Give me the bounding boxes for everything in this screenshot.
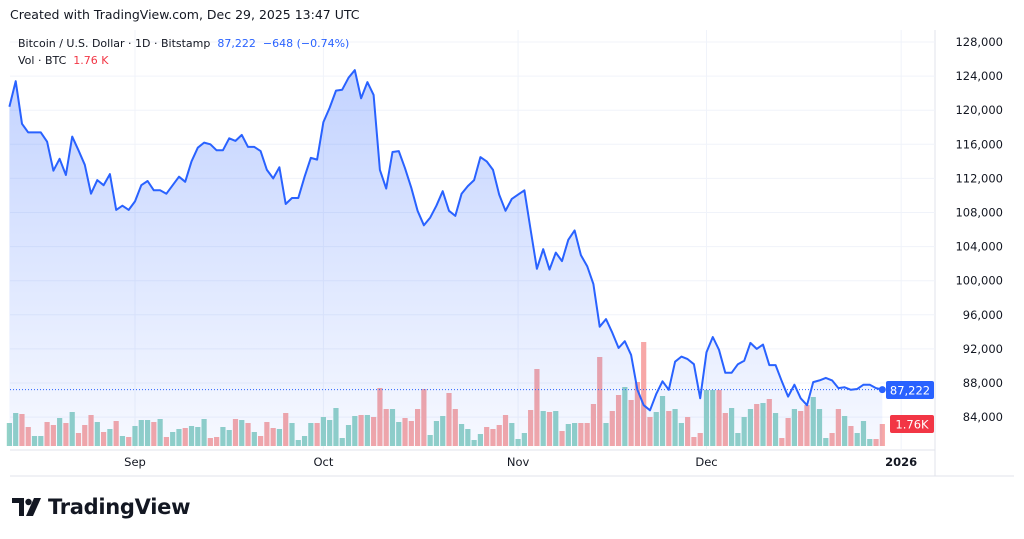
last-price-dot xyxy=(878,386,886,394)
tradingview-logo-icon xyxy=(12,498,41,516)
legend-volume-value: 1.76 K xyxy=(73,54,109,67)
y-tick-label: 96,000 xyxy=(963,308,1003,322)
price-chart[interactable]: 128,000 124,000 120,000 116,000 112,000 108,0… xyxy=(0,0,1024,480)
y-tick-label: 108,000 xyxy=(955,206,1003,220)
y-tick-label: 92,000 xyxy=(963,342,1003,356)
price-axis[interactable]: 128,000 124,000 120,000 116,000 112,000 108,0… xyxy=(955,35,1003,424)
y-tick-label: 112,000 xyxy=(955,171,1003,185)
volume-bar xyxy=(641,342,647,446)
time-axis[interactable]: Sep Oct Nov Dec 2026 xyxy=(124,455,917,469)
y-tick-label: 124,000 xyxy=(955,69,1003,83)
y-tick-label: 120,000 xyxy=(955,103,1003,117)
tradingview-logo[interactable]: TradingView xyxy=(12,495,190,519)
price-line xyxy=(8,69,883,412)
created-with-caption: Created with TradingView.com, Dec 29, 20… xyxy=(10,7,360,22)
legend-change: −648 (−0.74%) xyxy=(262,37,350,50)
x-tick-label: Nov xyxy=(507,455,530,469)
legend-symbol-row: Bitcoin / U.S. Dollar · 1D · Bitstamp 87… xyxy=(18,37,349,50)
legend-volume-row: Vol · BTC 1.76 K xyxy=(18,54,108,67)
tradingview-brand: TradingView xyxy=(48,495,191,519)
price-badge-text: 87,222 xyxy=(890,384,930,398)
price-badge: 87,222 xyxy=(886,381,934,399)
x-tick-label: 2026 xyxy=(885,455,917,469)
price-area-fill xyxy=(9,70,883,446)
volume-badge: 1.76K xyxy=(890,415,934,433)
y-tick-label: 116,000 xyxy=(955,137,1003,151)
y-tick-label: 84,000 xyxy=(963,410,1003,424)
x-tick-label: Dec xyxy=(695,455,717,469)
legend-volume-label: Vol · BTC xyxy=(18,54,67,67)
volume-bar xyxy=(879,424,885,446)
x-tick-label: Oct xyxy=(313,455,333,469)
y-tick-label: 128,000 xyxy=(955,35,1003,49)
y-tick-label: 104,000 xyxy=(955,240,1003,254)
legend-symbol: Bitcoin / U.S. Dollar · 1D · Bitstamp xyxy=(18,37,211,50)
volume-badge-text: 1.76K xyxy=(895,418,929,432)
x-tick-label: Sep xyxy=(124,455,146,469)
legend-last-price: 87,222 xyxy=(217,37,256,50)
y-tick-label: 100,000 xyxy=(955,274,1003,288)
y-tick-label: 88,000 xyxy=(963,376,1003,390)
